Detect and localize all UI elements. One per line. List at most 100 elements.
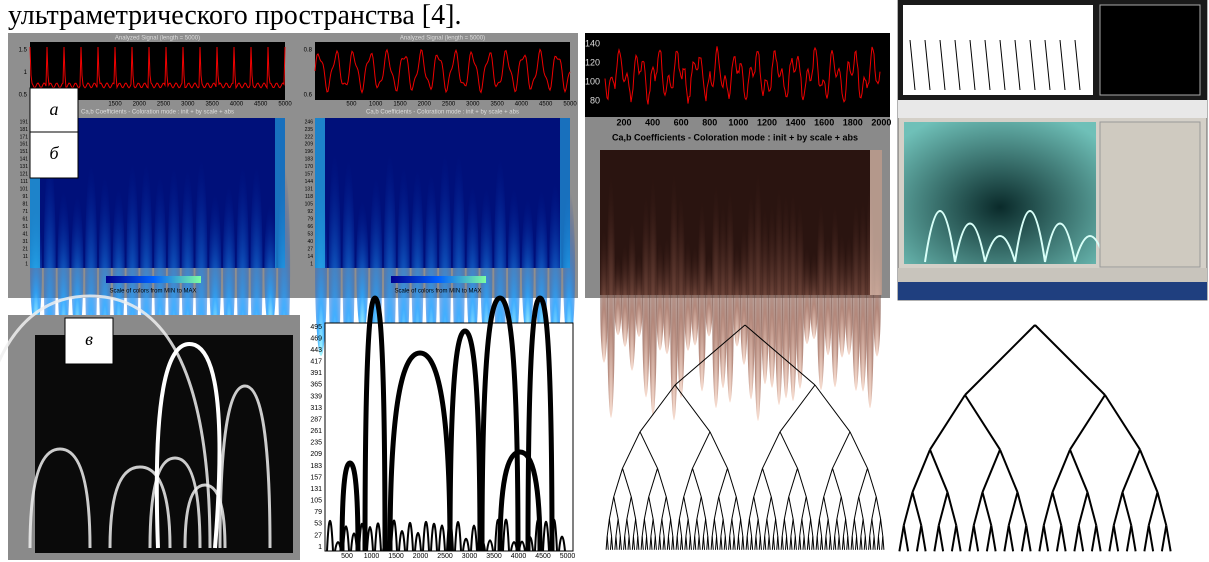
map-edge [275,118,285,268]
tree-edge [825,536,828,550]
tree-edge [643,518,648,537]
map-streak [549,182,562,354]
tree-edge [735,496,742,520]
map-streak [712,181,720,409]
label: 4000 [511,553,527,560]
tree-edge [869,536,872,550]
gray-arc [28,447,92,549]
signal-line [604,46,881,105]
tree-edge [788,468,798,497]
tree-edge [840,496,847,520]
label: 500 [346,102,357,108]
tree-edge [1121,491,1133,526]
label: 1500 [388,553,404,560]
app-side [1099,4,1201,96]
tree-edge [775,518,779,537]
tree-edge [622,431,641,469]
bw-arc [534,518,542,552]
tree-edge [1038,525,1045,552]
map-streak [480,187,493,349]
tree-edge [639,384,676,433]
app-plot-line [984,39,991,91]
label: 4000 [515,102,529,108]
label: 1500 [108,102,122,108]
map-streak [642,192,650,398]
tree-edge [617,518,621,537]
tree-edge [694,536,697,550]
signal-plot [315,42,570,100]
label: 3000 [462,553,478,560]
tree-edge [700,496,707,520]
bw-arc [497,449,543,552]
app-image [904,122,1096,264]
label: 495 [310,324,322,331]
map-streak [656,239,664,351]
tree-edge [1077,491,1089,526]
tree-edge [648,468,658,497]
tree-edge [678,518,683,537]
tree-edge [871,496,877,520]
colorbar [391,276,486,283]
label: 1200 [757,117,777,127]
label: 2000 [418,102,432,108]
label: 5000 [278,102,292,108]
app-arc [924,210,956,263]
tree-edge [635,518,639,537]
tree-edge [757,518,761,537]
tree-edge [937,491,949,526]
map-edge [315,118,325,268]
tree-edge [718,468,728,497]
bw-arc [462,537,470,552]
tree-edge [1016,491,1028,526]
tree-edge [705,518,709,537]
tree-edge [632,518,637,537]
label: 209 [305,142,314,148]
map-streak [852,199,860,391]
map-streak [761,205,769,385]
taskbar [898,282,1207,300]
label: 51 [22,224,28,230]
tree-edge [862,518,866,537]
app-arc [1044,222,1076,263]
label: 81 [22,202,28,208]
bw-arc [526,535,534,552]
tree-edge [950,525,958,552]
map-streak [98,176,111,360]
tree-edge [805,496,812,520]
tree-edge [832,468,842,497]
tree-edge [608,518,613,537]
map-streak [719,201,727,389]
tree-edge [720,518,724,537]
tree-edge [713,518,718,537]
tree-edge [641,518,645,537]
tree-edge [779,431,798,469]
map-edge [870,150,882,295]
tree-edge [1073,525,1080,552]
tree-edge [670,518,674,537]
bw-arc [486,539,494,552]
tree-edge [1095,525,1102,552]
label: 417 [310,359,322,366]
tree-edge [672,536,675,550]
tree-edge [702,518,707,537]
tree-edge [624,518,628,537]
tree-edge [829,536,832,550]
gray-arc [148,456,202,549]
label: 469 [310,335,322,342]
tree-edge [733,536,736,550]
label: 2500 [157,102,171,108]
label: 2000 [871,117,891,127]
label: 40 [307,239,313,245]
tree-edge [657,468,667,497]
label: Analyzed Signal (length = 5000) [400,36,485,42]
label: 92 [307,209,313,215]
map-streak [425,173,438,363]
tree-edge [869,518,873,537]
tree-edge [764,518,768,537]
tree-edge [816,518,820,537]
tree-edge [650,536,653,550]
bw-arc [438,524,446,552]
tree-edge [794,536,797,550]
app-plot-line [954,39,961,91]
tree-edge [807,536,811,550]
